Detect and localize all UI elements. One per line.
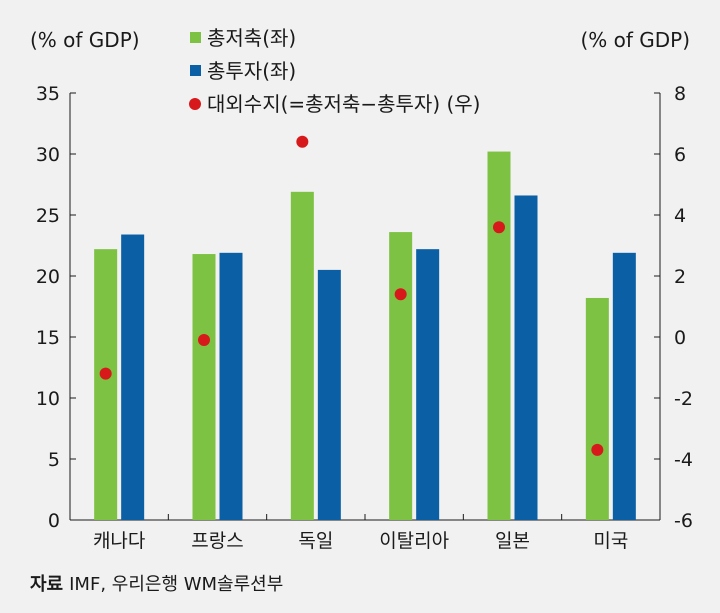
point-current-account	[493, 221, 505, 234]
x-tick-label: 이탈리아	[379, 530, 449, 552]
bar-investment	[317, 269, 341, 520]
scatter-points	[99, 135, 604, 456]
bar-savings	[487, 151, 511, 520]
right-tick-label: -2	[674, 388, 693, 410]
bar-investment	[219, 252, 243, 520]
left-tick-label: 35	[36, 83, 60, 105]
bar-investment	[416, 249, 440, 520]
legend-marker	[190, 32, 201, 43]
bar-investment	[121, 234, 145, 520]
right-tick-label: 4	[674, 205, 686, 227]
left-tick-label: 15	[36, 327, 60, 349]
legend-label: 총투자(좌)	[207, 59, 296, 83]
right-tick-label: 2	[674, 266, 686, 288]
point-current-account	[296, 135, 309, 148]
left-tick-label: 20	[36, 266, 60, 288]
legend-marker	[189, 98, 201, 110]
legend-marker	[190, 65, 201, 76]
right-tick-label: -4	[674, 449, 693, 471]
left-tick-label: 5	[48, 449, 60, 471]
bars	[94, 151, 636, 521]
bar-savings	[585, 297, 609, 520]
bar-investment	[514, 195, 538, 521]
bar-investment	[612, 252, 636, 520]
x-tick-label: 독일	[298, 530, 333, 552]
right-tick-label: 0	[674, 327, 686, 349]
point-current-account	[198, 334, 210, 347]
left-tick-label: 25	[36, 205, 60, 227]
bar-savings	[94, 249, 118, 520]
bar-savings	[192, 254, 216, 521]
legend-label: 대외수지(=총저축−총투자) (우)	[207, 92, 480, 116]
left-tick-label: 10	[36, 388, 60, 410]
bar-savings	[389, 232, 413, 520]
source-note: 자료 IMF, 우리은행 WM솔루션부	[30, 570, 283, 596]
right-tick-label: 8	[674, 83, 686, 105]
x-tick-label: 일본	[495, 530, 530, 552]
legend: 총저축(좌) 총투자(좌) 대외수지(=총저축−총투자) (우)	[189, 26, 480, 116]
right-tick-label: -6	[674, 510, 693, 532]
point-current-account	[591, 443, 604, 456]
axes: 0 5 10 15 20 25 30 35 -6 -4 -2 0 2 4 6 8 (% of GDP) (% of…	[30, 28, 693, 552]
legend-label: 총저축(좌)	[207, 26, 296, 50]
source-text: IMF, 우리은행 WM솔루션부	[69, 574, 284, 595]
point-current-account	[394, 288, 407, 301]
x-tick-label: 프랑스	[191, 530, 243, 552]
bar-savings	[290, 191, 314, 520]
x-tick-label: 캐나다	[93, 530, 145, 552]
left-tick-label: 30	[36, 144, 60, 166]
right-axis-unit: (% of GDP)	[580, 28, 690, 52]
point-current-account	[99, 367, 112, 380]
x-tick-label: 미국	[593, 530, 628, 552]
left-axis-unit: (% of GDP)	[30, 28, 140, 52]
left-tick-label: 0	[48, 510, 60, 532]
right-tick-label: 6	[674, 144, 686, 166]
source-label: 자료	[30, 574, 64, 595]
